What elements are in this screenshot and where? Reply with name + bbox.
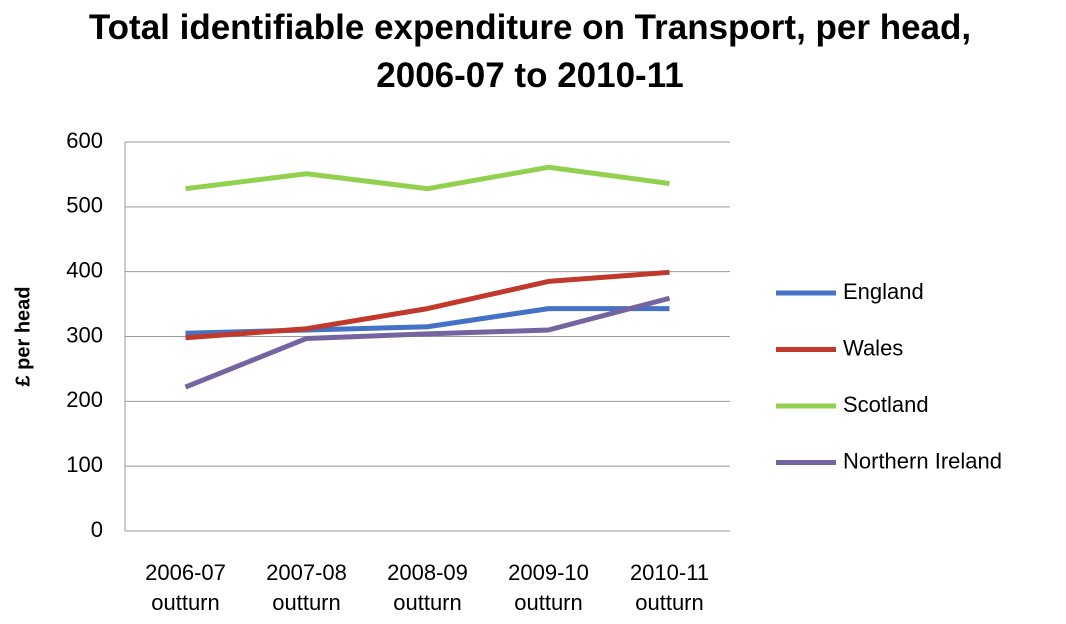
y-tick-label: 100: [66, 452, 103, 477]
series-line: [185, 164, 670, 192]
y-tick-label: 300: [66, 322, 103, 347]
x-tick-label: 2007-08 outturn: [266, 560, 347, 615]
y-tick-label: 200: [66, 387, 103, 412]
x-tick-label: 2009-10 outturn: [508, 560, 589, 615]
y-axis-label: £ per head: [12, 286, 34, 386]
x-tick-label: 2008-09 outturn: [387, 560, 468, 615]
legend-label: England: [843, 279, 924, 304]
series-line: [185, 306, 670, 336]
y-tick-label: 400: [66, 257, 103, 282]
y-tick-label: 0: [91, 517, 103, 542]
legend-label: Wales: [843, 335, 903, 360]
legend-label: Scotland: [843, 392, 929, 417]
x-tick-label: 2010-11 outturn: [629, 560, 710, 615]
series-line: [184, 295, 671, 390]
x-tick-label: 2006-07 outturn: [145, 560, 226, 615]
y-tick-label: 500: [66, 193, 103, 218]
series-line: [185, 269, 670, 341]
chart-title: Total identifiable expenditure on Transp…: [88, 8, 972, 95]
legend-label: Northern Ireland: [843, 448, 1002, 473]
y-tick-label: 600: [66, 128, 103, 153]
